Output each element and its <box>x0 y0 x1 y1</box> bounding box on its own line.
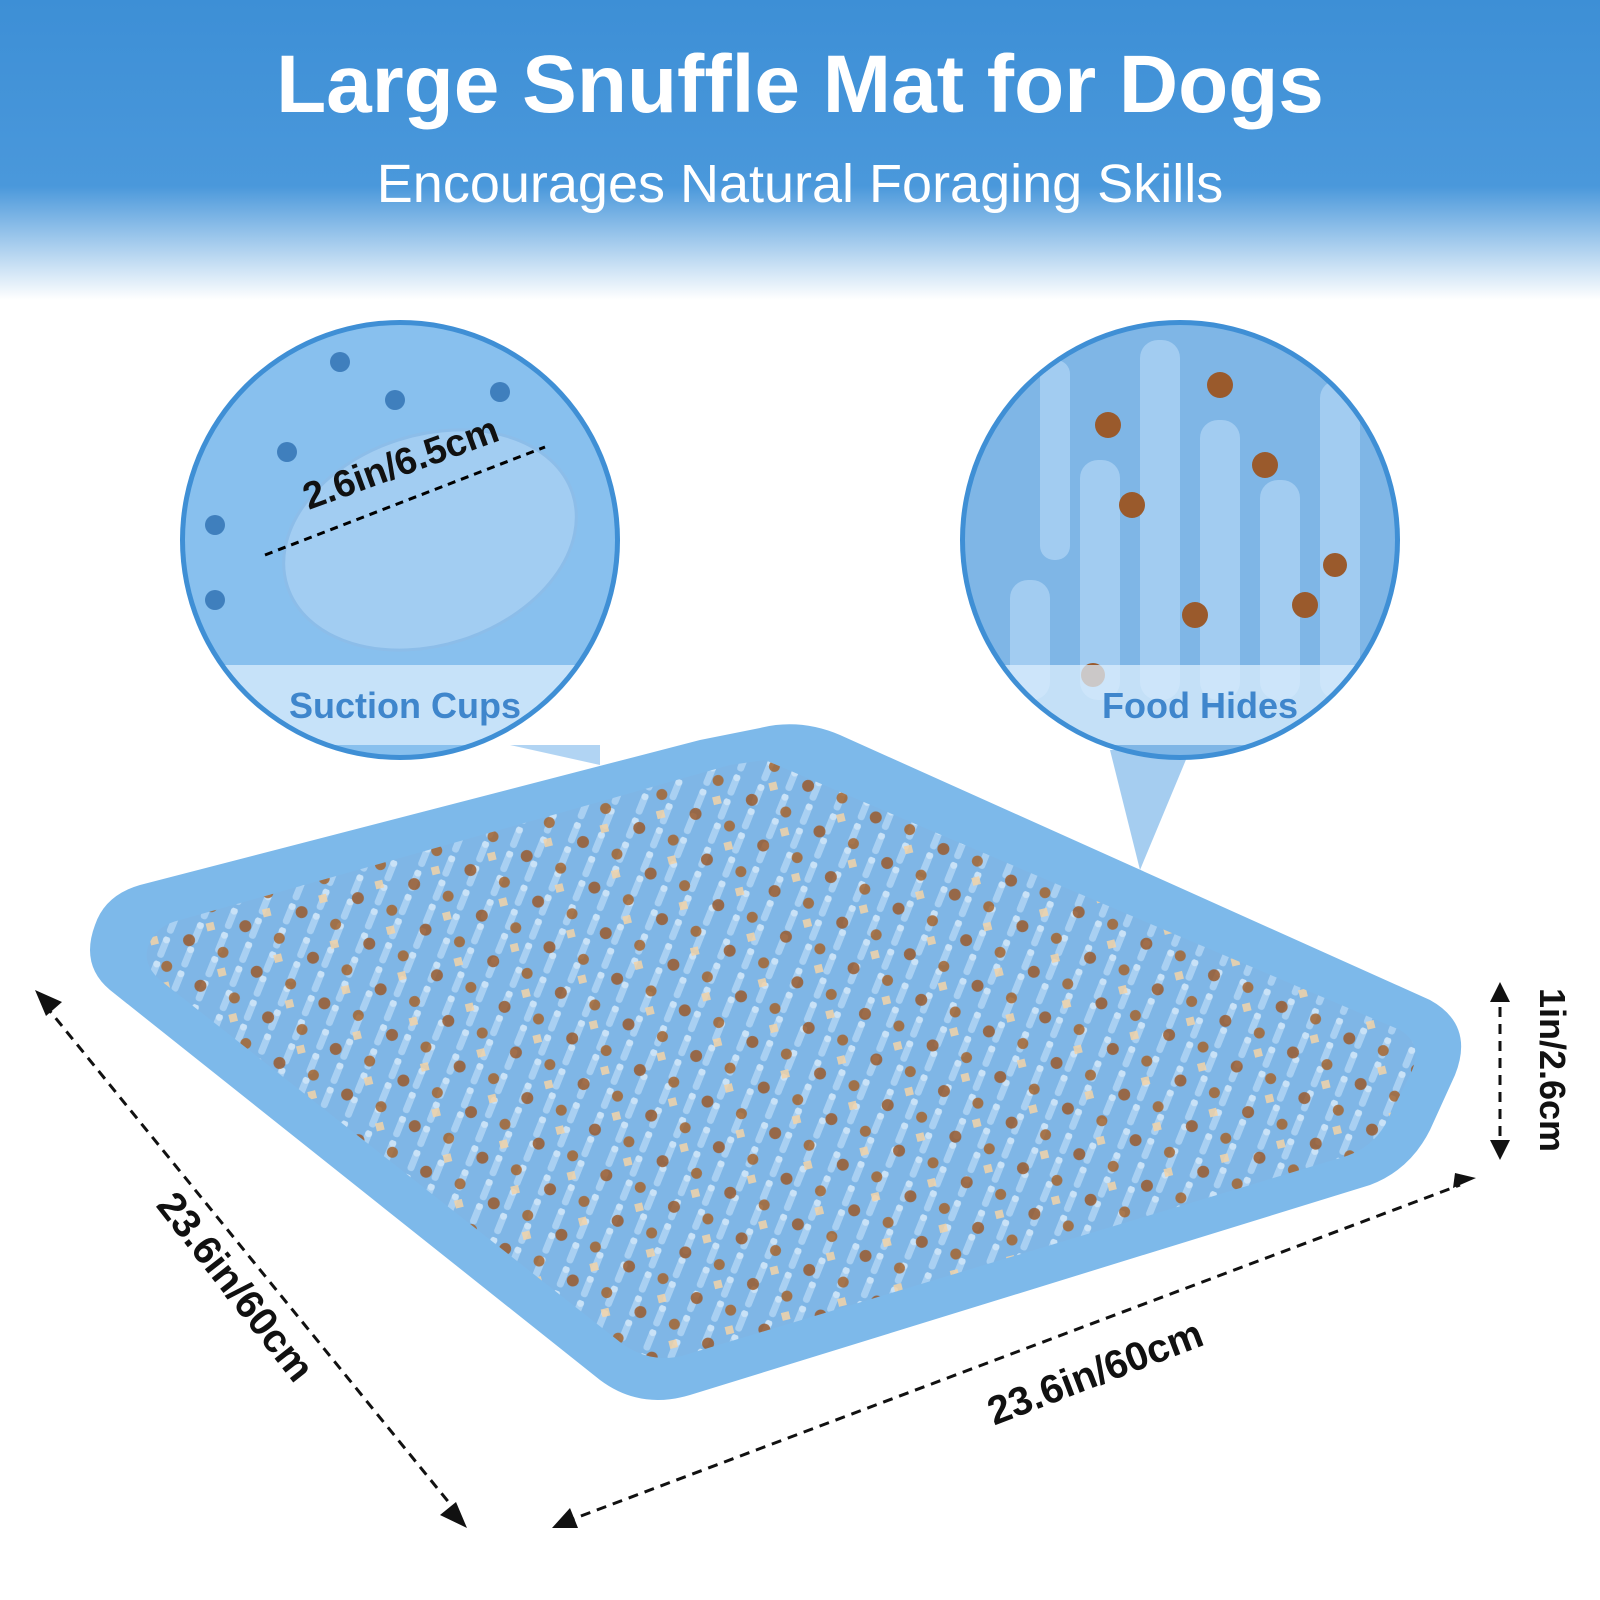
subtitle: Encourages Natural Foraging Skills <box>377 154 1223 214</box>
arrowhead <box>35 990 62 1016</box>
length-label: 23.6in/60cm <box>148 1184 322 1390</box>
arrowhead <box>1490 1140 1510 1160</box>
arrowhead <box>440 1502 467 1528</box>
arrowhead <box>552 1508 578 1528</box>
dimension-line <box>43 1004 457 1511</box>
pointer <box>1110 750 1190 870</box>
dimension-line <box>564 1183 1461 1524</box>
arrowhead <box>1490 982 1510 1002</box>
width-label: 23.6in/60cm <box>982 1312 1210 1434</box>
pointer <box>510 745 600 765</box>
title: Large Snuffle Mat for Dogs <box>276 39 1324 130</box>
height-label: 1in/2.6cm <box>1532 988 1573 1152</box>
arrowhead <box>1453 1173 1476 1188</box>
callout-label: Food Hides <box>1102 685 1298 726</box>
mat-kibble <box>146 760 1416 1359</box>
callout-label: Suction Cups <box>289 685 521 726</box>
header-band <box>0 0 1600 300</box>
